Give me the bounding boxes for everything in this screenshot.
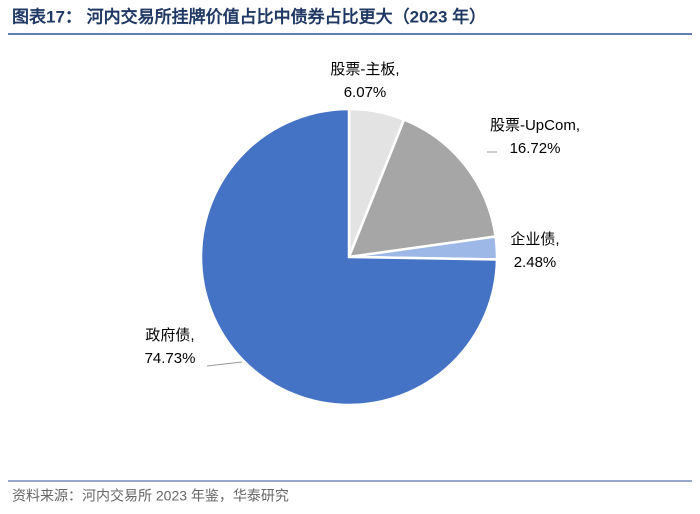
slice-category-label: 政府债, — [145, 327, 194, 344]
pie-slice — [199, 107, 499, 407]
source-note: 资料来源：河内交易所 2023 年鉴，华泰研究 — [12, 488, 289, 504]
leader-line — [206, 361, 243, 367]
slice-value-label: 74.73% — [145, 350, 196, 367]
pie-slice — [347, 118, 497, 259]
slice-value-label: 6.07% — [344, 84, 387, 101]
slice-category-label: 股票-主板, — [330, 60, 399, 78]
slice-value-label: 16.72% — [510, 140, 561, 157]
slice-category-label: 股票-UpCom, — [490, 117, 580, 134]
slice-category-label: 企业债, — [510, 230, 559, 248]
chart-title: 图表17： 河内交易所挂牌价值占比中债券占比更大（2023 年） — [12, 6, 486, 26]
slice-value-label: 2.48% — [514, 254, 557, 271]
